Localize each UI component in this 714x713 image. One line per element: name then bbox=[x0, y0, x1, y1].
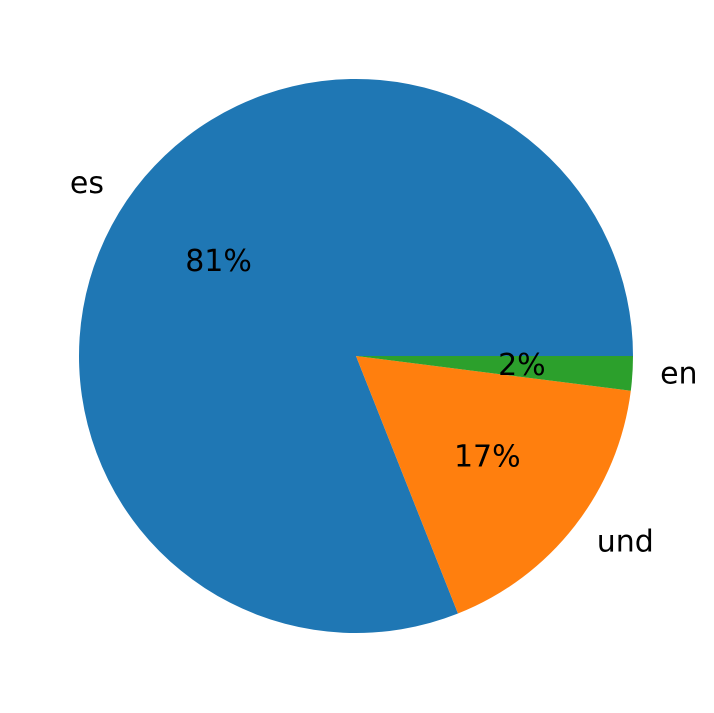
percent-label: 81% bbox=[185, 244, 252, 279]
pie-slice bbox=[356, 356, 631, 614]
slice-label: es bbox=[70, 166, 104, 201]
slice-label: und bbox=[597, 524, 654, 559]
pie-slice bbox=[78, 78, 633, 633]
percent-label: 2% bbox=[498, 348, 546, 383]
pie-slice bbox=[356, 356, 633, 391]
slice-label: en bbox=[660, 357, 697, 392]
percent-label: 17% bbox=[454, 439, 521, 474]
